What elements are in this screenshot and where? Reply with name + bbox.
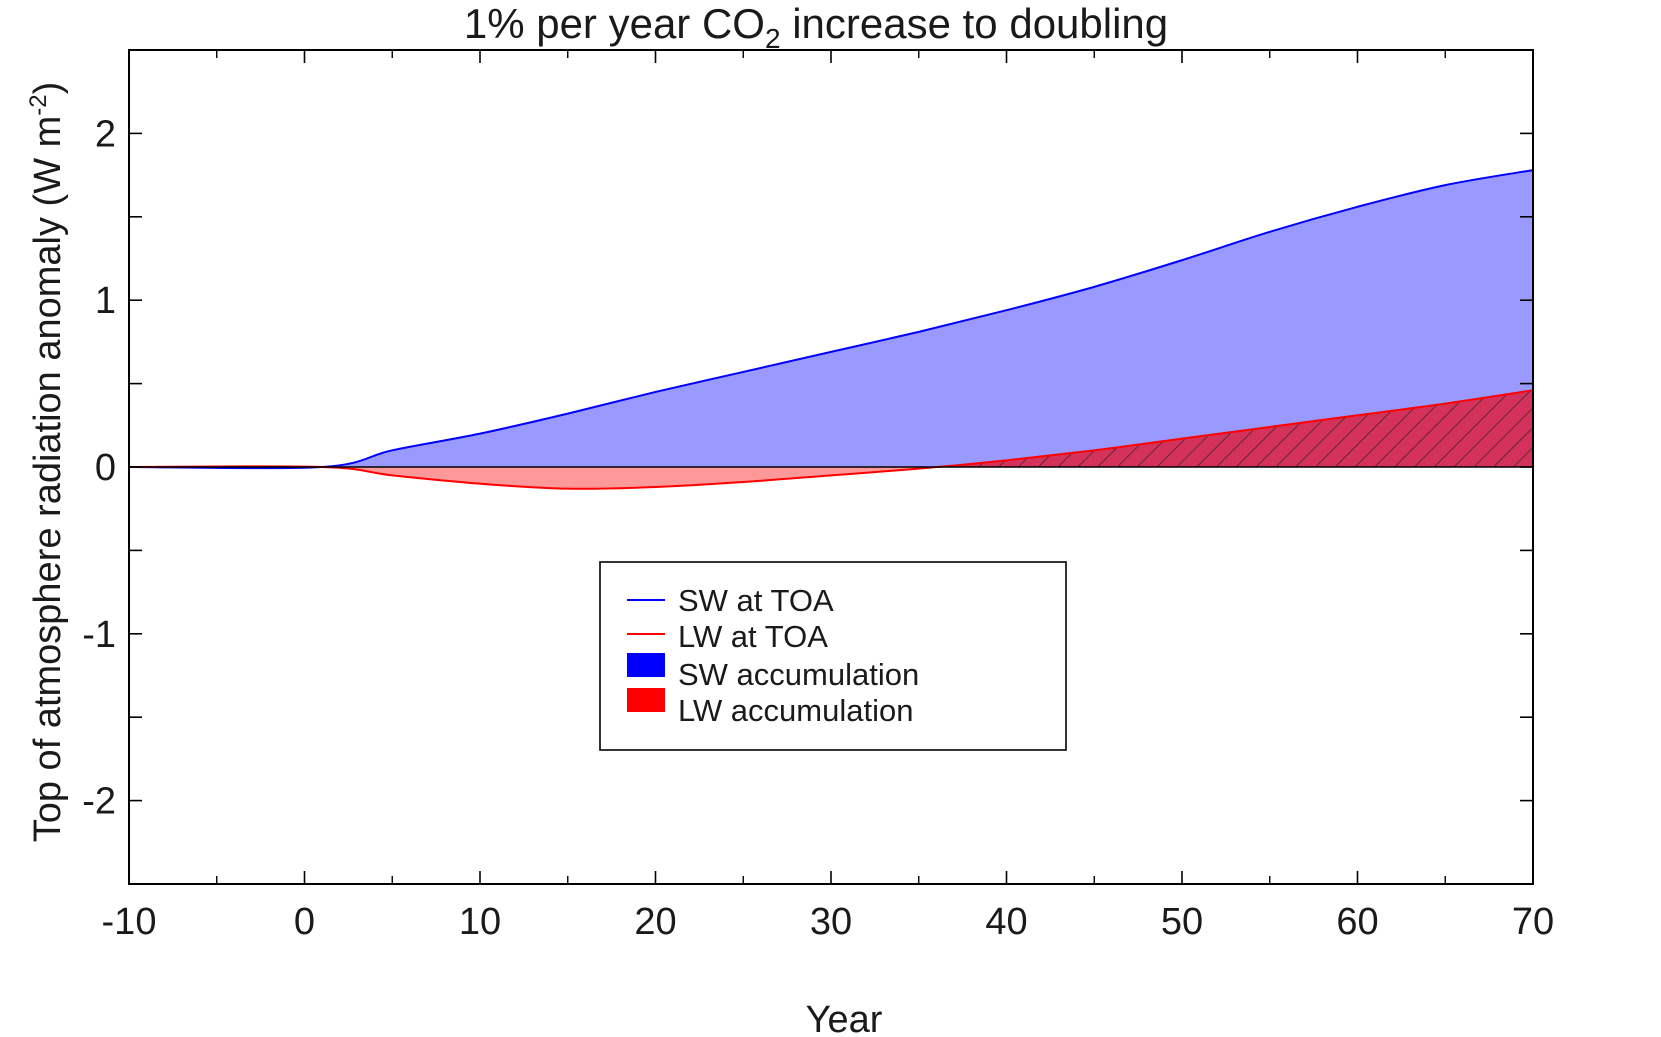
legend-label-sw-toa: SW at TOA xyxy=(678,583,834,618)
x-tick-label: 10 xyxy=(459,901,501,943)
x-tick-label: 20 xyxy=(634,901,676,943)
legend: SW at TOA LW at TOA SW accumulation LW a… xyxy=(599,561,1067,751)
lw-at-toa-positive-hatch xyxy=(129,390,1533,467)
y-tick-label: 0 xyxy=(95,447,116,489)
y-tick-label: 2 xyxy=(95,113,116,155)
plot-frame xyxy=(128,49,1534,885)
x-tick-label: -10 xyxy=(102,901,157,943)
chart-title-main: 1% per year CO xyxy=(464,0,765,47)
sw-at-toa-area xyxy=(129,170,1533,469)
y-tick-label: 1 xyxy=(95,280,116,322)
lw-at-toa-line xyxy=(128,389,1534,490)
legend-label-lw-toa: LW at TOA xyxy=(678,619,828,654)
chart-title-suffix: increase to doubling xyxy=(781,0,1169,47)
x-tick-label: 70 xyxy=(1512,901,1554,943)
sw-at-toa-line xyxy=(128,169,1534,470)
y-axis-label-main: Top of atmosphere radiation anomaly (W m xyxy=(27,116,69,843)
x-tick-label: 50 xyxy=(1161,901,1203,943)
y-tick-label: -2 xyxy=(82,781,116,823)
y-axis-label: Top of atmosphere radiation anomaly (W m… xyxy=(25,82,69,843)
legend-swatch-lw-accumulation xyxy=(627,688,665,712)
chart-title: 1% per year CO2 increase to doubling xyxy=(464,0,1168,54)
y-axis-label-suffix: ) xyxy=(27,82,69,95)
x-tick-label: 30 xyxy=(810,901,852,943)
legend-box xyxy=(599,561,1067,751)
x-tick-label: 60 xyxy=(1336,901,1378,943)
legend-label-sw-accumulation: SW accumulation xyxy=(678,657,919,692)
legend-swatch-sw-accumulation xyxy=(627,653,665,677)
chart-title-subscript: 2 xyxy=(765,23,781,54)
area-fills xyxy=(129,170,1533,489)
x-axis-label: Year xyxy=(806,999,883,1037)
y-tick-label: -1 xyxy=(82,614,116,656)
x-tick-label: 0 xyxy=(294,901,315,943)
y-axis-label-superscript: -2 xyxy=(25,94,52,115)
legend-label-lw-accumulation: LW accumulation xyxy=(678,693,913,728)
series-lines xyxy=(128,169,1534,490)
x-tick-label: 40 xyxy=(985,901,1027,943)
